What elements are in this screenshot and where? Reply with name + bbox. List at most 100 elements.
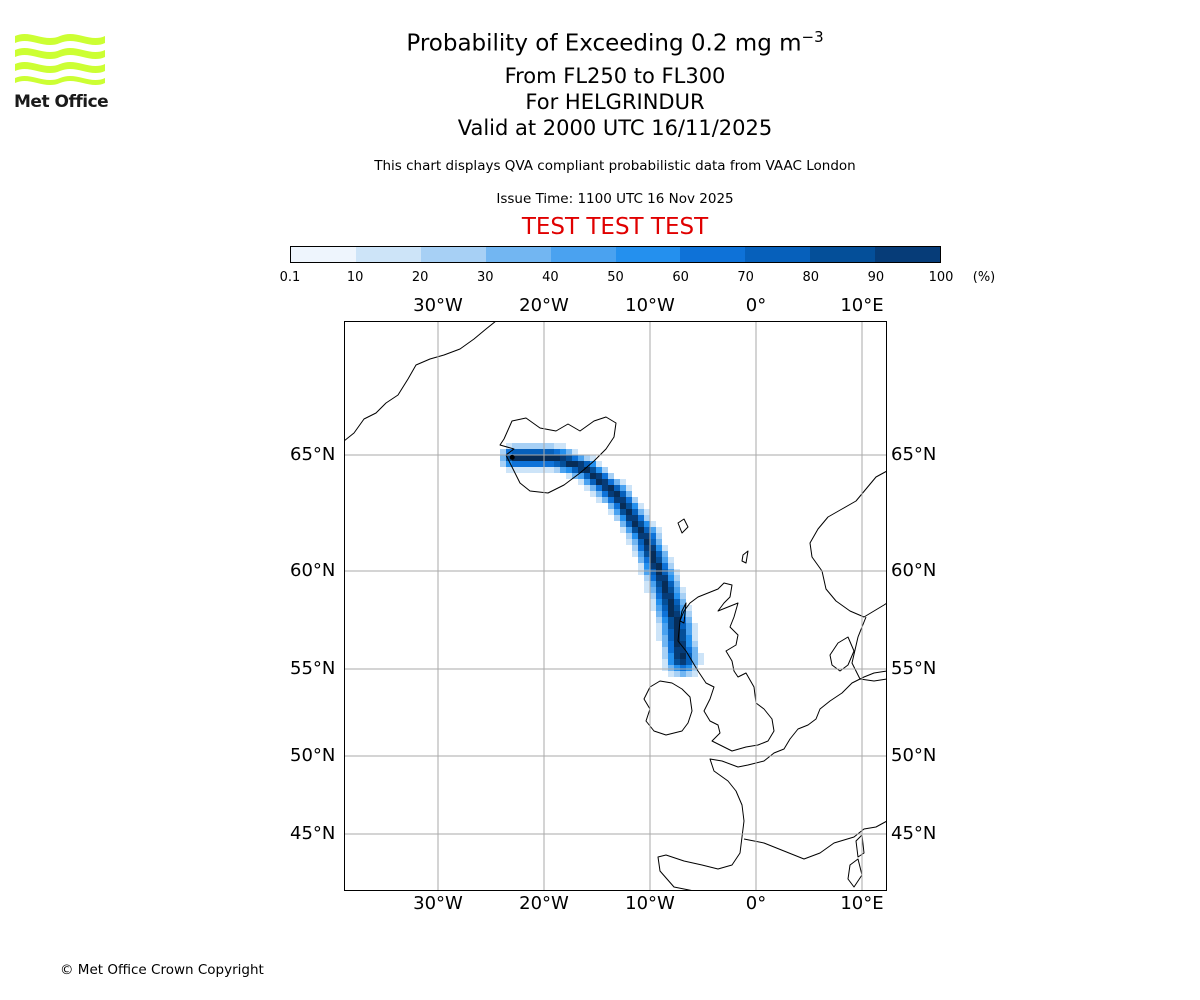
lat-label-left: 60°N: [290, 560, 336, 581]
plume-cell: [644, 509, 650, 515]
coast-hebrides: [679, 602, 687, 624]
colorbar-segment: [291, 247, 356, 262]
plume-cell: [650, 521, 656, 527]
chart-title: Probability of Exceeding 0.2 mg m−3: [0, 28, 1200, 57]
plume-cell: [668, 623, 674, 629]
colorbar-tick-label: 80: [802, 270, 820, 285]
coastlines: [344, 321, 887, 891]
coast-greenland: [344, 321, 497, 442]
plume-cell: [524, 461, 530, 467]
plume-cell: [632, 527, 638, 533]
plume-cell: [590, 491, 596, 497]
title-exponent: −3: [801, 28, 824, 46]
lon-labels-top: 30°W 20°W 10°W 0° 10°E: [0, 295, 1200, 319]
plume-cell: [674, 653, 680, 659]
lat-labels-left: 65°N 60°N 55°N 50°N 45°N: [0, 0, 340, 1000]
plume-cell: [644, 533, 650, 539]
plume-cell: [650, 557, 656, 563]
plume-cell: [668, 659, 674, 665]
plume-cell: [596, 479, 602, 485]
plume-cell: [572, 449, 578, 455]
plume-cell: [578, 461, 584, 467]
colorbar-tick-label: 30: [477, 270, 494, 285]
plume-cell: [584, 473, 590, 479]
colorbar-tick-label: 0.1: [279, 270, 301, 285]
plume-cell: [602, 479, 608, 485]
plume-cell: [686, 635, 692, 641]
plume-cell: [596, 461, 602, 467]
lon-label-bottom: 30°W: [413, 893, 463, 914]
plume-cell: [632, 515, 638, 521]
plume-cell: [698, 653, 704, 659]
plume-cell: [566, 455, 572, 461]
plume-cell: [662, 569, 668, 575]
plume-cell: [680, 629, 686, 635]
plume-cell: [530, 443, 536, 449]
plume-cell: [590, 467, 596, 473]
colorbar-tick-label: 70: [737, 270, 754, 285]
met-office-wave-logo-icon: [15, 33, 105, 86]
plume-cell: [668, 629, 674, 635]
lat-labels-right: 65°N 60°N 55°N 50°N 45°N: [890, 0, 990, 1000]
colorbar-tick-label: 90: [867, 270, 885, 285]
plume-cell: [608, 491, 614, 497]
plume-cell: [536, 455, 542, 461]
plume-cell: [674, 575, 680, 581]
plume-cell: [620, 503, 626, 509]
plume-cell: [662, 635, 668, 641]
plume-cell: [530, 467, 536, 473]
coast-great-britain: [677, 582, 775, 752]
plume-cell: [692, 623, 698, 629]
plume-cell: [638, 515, 644, 521]
flight-level-range: From FL250 to FL300: [504, 64, 726, 88]
lon-labels-bottom: 30°W 20°W 10°W 0° 10°E: [0, 893, 1200, 917]
plume-cell: [662, 581, 668, 587]
plume-cell: [524, 449, 530, 455]
colorbar-segment: [615, 247, 681, 262]
plume-cell: [686, 641, 692, 647]
plume-cell: [596, 473, 602, 479]
plume-cell: [650, 563, 656, 569]
plume-cell: [686, 671, 692, 677]
plume-cell: [620, 491, 626, 497]
plume-cell: [518, 461, 524, 467]
plume-cell: [518, 467, 524, 473]
plume-cell: [578, 473, 584, 479]
colorbar-segment: [550, 247, 616, 262]
plume-cell: [656, 593, 662, 599]
plume-cell: [662, 587, 668, 593]
plume-cell: [512, 461, 518, 467]
plume-cell: [650, 587, 656, 593]
plume-cell: [674, 635, 680, 641]
plume-cell: [692, 671, 698, 677]
plume-cell: [614, 497, 620, 503]
plume-cell: [674, 647, 680, 653]
plume-cell: [662, 653, 668, 659]
plume-cell: [632, 551, 638, 557]
plume-cell: [632, 503, 638, 509]
plume-cell: [542, 467, 548, 473]
plume-cell: [644, 581, 650, 587]
plume-cell: [560, 449, 566, 455]
plume-cell: [530, 449, 536, 455]
plume-cell: [644, 575, 650, 581]
plume-cell: [644, 569, 650, 575]
plume-cell: [644, 545, 650, 551]
plume-cell: [680, 659, 686, 665]
plume-cell: [638, 545, 644, 551]
plume-cell: [680, 593, 686, 599]
plume-cell: [632, 533, 638, 539]
plume-cell: [572, 455, 578, 461]
copyright: © Met Office Crown Copyright: [60, 962, 264, 978]
plume-cell: [686, 623, 692, 629]
plume-cell: [548, 467, 554, 473]
gridlines: [344, 321, 887, 891]
plume-cell: [674, 593, 680, 599]
data-note: This chart displays QVA compliant probab…: [374, 158, 856, 174]
plume-cell: [692, 659, 698, 665]
met-office-logo: Met Office: [14, 30, 114, 114]
plume-cell: [686, 665, 692, 671]
plume-cell: [632, 521, 638, 527]
plume-cell: [656, 545, 662, 551]
plume-cell: [644, 587, 650, 593]
